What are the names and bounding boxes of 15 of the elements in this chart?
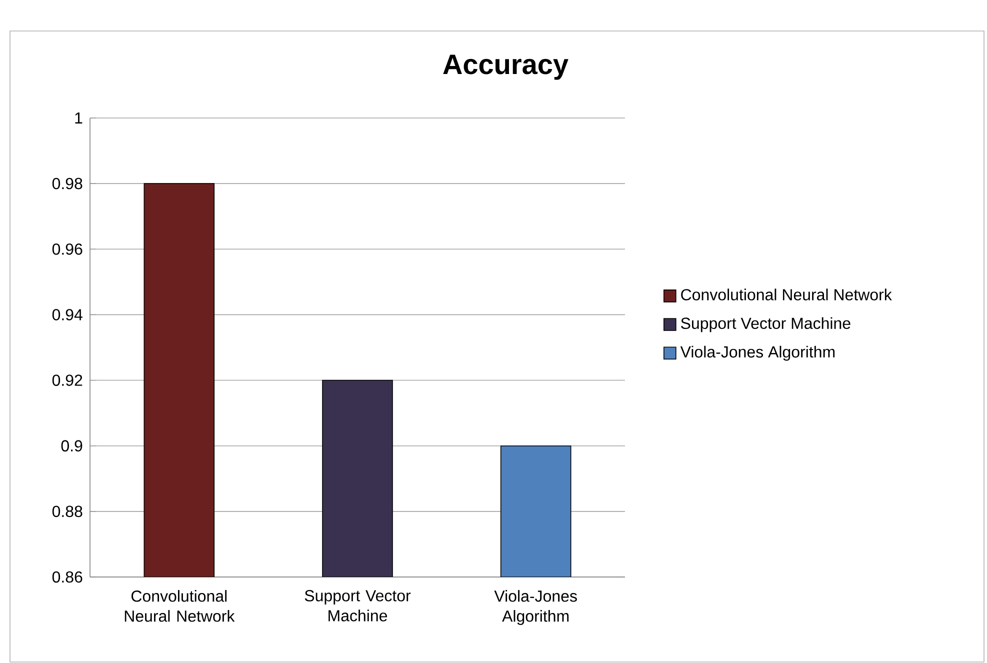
x-tick-label: Convolutional Neural Network bbox=[124, 590, 235, 622]
chart-title: Accuracy bbox=[443, 54, 568, 80]
y-tick-label: 0.88 bbox=[52, 506, 82, 518]
y-tick-label: 0.92 bbox=[52, 374, 82, 386]
legend-label: Support Vector Machine bbox=[681, 317, 850, 332]
legend-label: Convolutional Neural Network bbox=[681, 288, 892, 300]
y-tick-label: 0.86 bbox=[52, 571, 82, 583]
y-tick-label: 1 bbox=[75, 112, 82, 124]
y-tick-label: 0.98 bbox=[52, 178, 82, 190]
x-tick-label: Support Vector Machine bbox=[304, 590, 411, 622]
y-tick-label: 0.9 bbox=[61, 440, 82, 452]
legend-label: Viola-Jones Algorithm bbox=[680, 346, 835, 361]
x-tick-label: Viola-Jones Algorithm bbox=[494, 590, 577, 625]
y-tick-label: 0.96 bbox=[52, 243, 82, 255]
y-tick-label: 0.94 bbox=[52, 309, 82, 320]
